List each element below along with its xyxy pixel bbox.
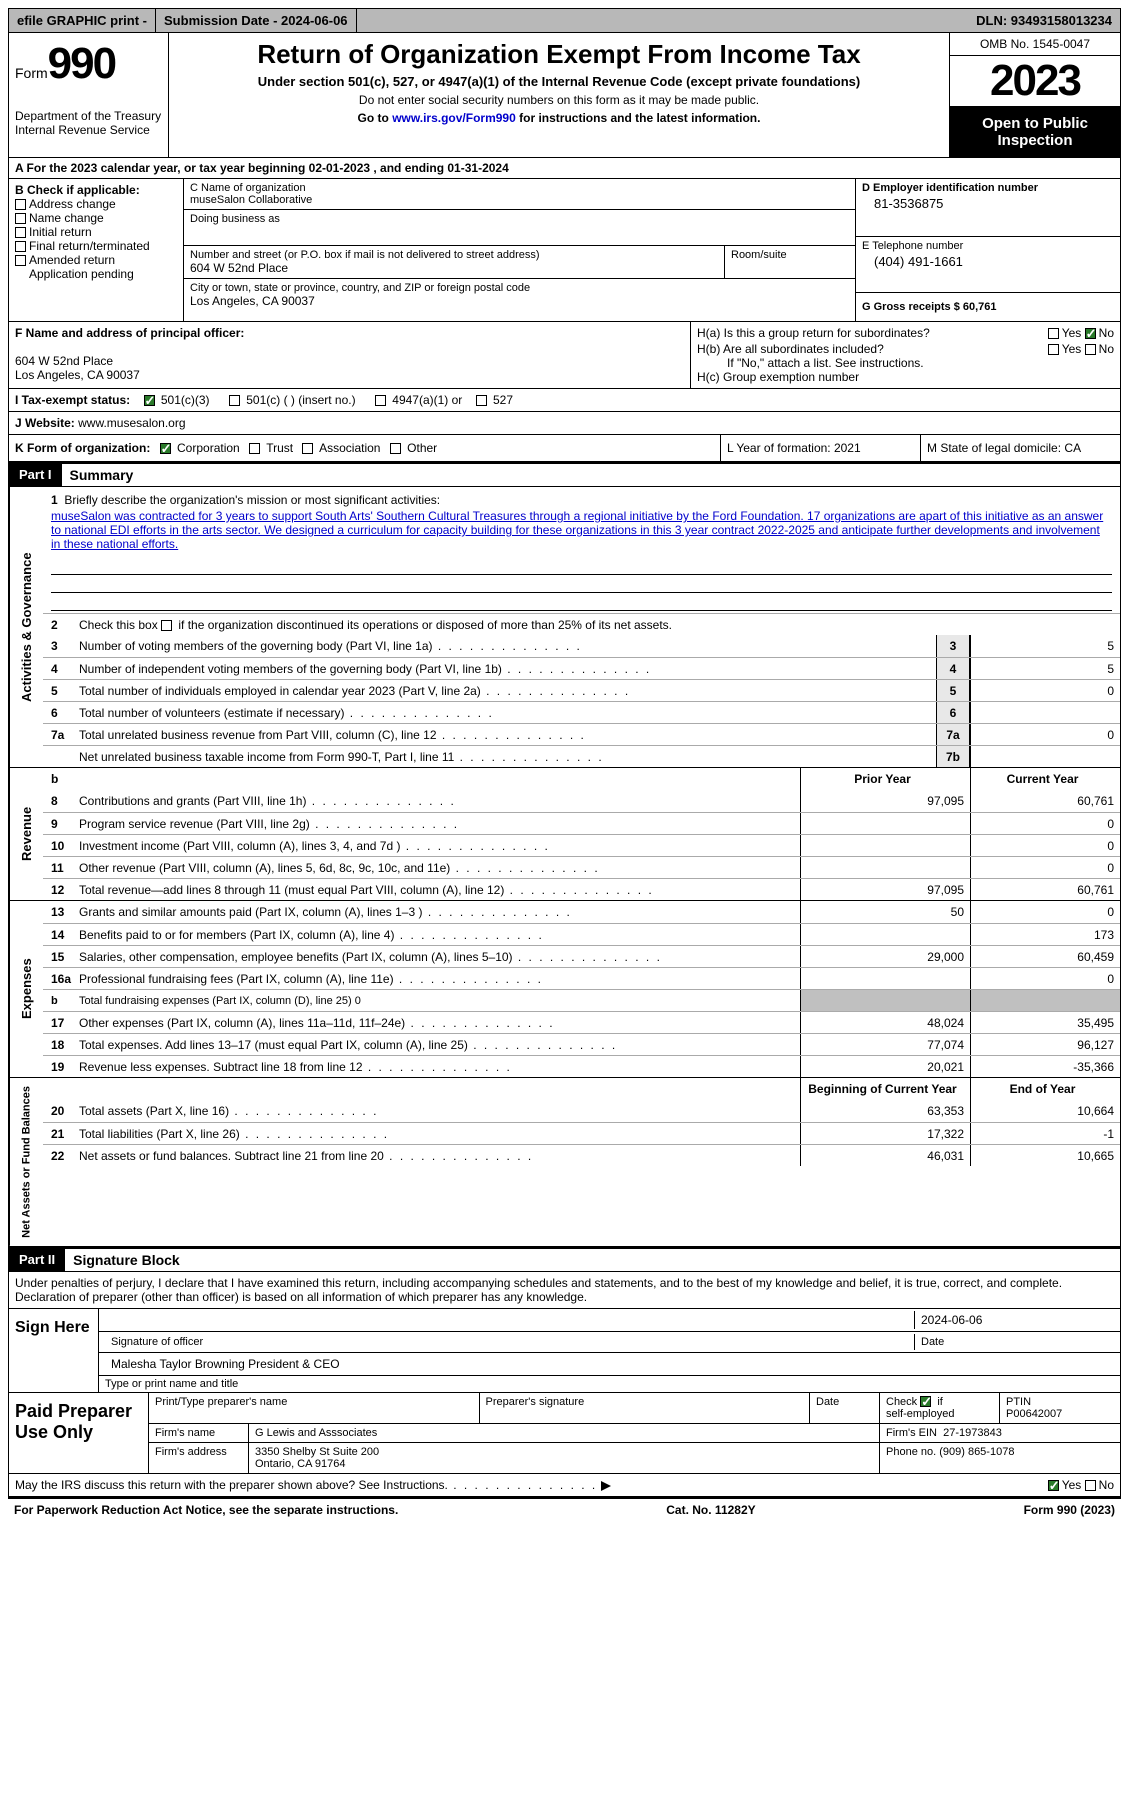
- footer: For Paperwork Reduction Act Notice, see …: [8, 1497, 1121, 1521]
- year-formation: L Year of formation: 2021: [720, 435, 920, 461]
- form-word: Form: [15, 65, 48, 81]
- sign-here-label: Sign Here: [9, 1309, 99, 1392]
- checkbox-final-return[interactable]: [15, 241, 26, 252]
- discuss-row: May the IRS discuss this return with the…: [8, 1474, 1121, 1497]
- firm-ein: 27-1973843: [943, 1427, 1002, 1439]
- klm-row: K Form of organization: Corporation Trus…: [8, 435, 1121, 462]
- firm-name: G Lewis and Asssociates: [249, 1424, 880, 1442]
- mission-text: museSalon was contracted for 3 years to …: [51, 509, 1112, 551]
- arrow-icon: [601, 1481, 611, 1491]
- vlabel-netassets: Net Assets or Fund Balances: [9, 1078, 43, 1246]
- cat-no: Cat. No. 11282Y: [666, 1503, 755, 1517]
- col-b-checkboxes: B Check if applicable: Address change Na…: [9, 179, 184, 321]
- form-footer: Form 990 (2023): [1024, 1503, 1115, 1517]
- gross-receipts: G Gross receipts $ 60,761: [862, 301, 1114, 313]
- omb-number: OMB No. 1545-0047: [950, 33, 1120, 56]
- checkbox-self-employed[interactable]: [920, 1396, 931, 1407]
- form-title: Return of Organization Exempt From Incom…: [179, 39, 939, 70]
- org-name: museSalon Collaborative: [190, 194, 849, 206]
- expenses-section: Expenses 13Grants and similar amounts pa…: [8, 901, 1121, 1078]
- checkbox-corp[interactable]: [160, 443, 171, 454]
- governance-section: Activities & Governance 1 Briefly descri…: [8, 487, 1121, 768]
- checkbox-discontinued[interactable]: [161, 620, 172, 631]
- perjury-statement: Under penalties of perjury, I declare th…: [9, 1272, 1120, 1309]
- sig-date: 2024-06-06: [914, 1311, 1114, 1329]
- ptin-value: P00642007: [1006, 1408, 1062, 1420]
- checkbox-amended[interactable]: [15, 255, 26, 266]
- checkbox-501c3[interactable]: [144, 395, 155, 406]
- firm-addr2: Ontario, CA 91764: [255, 1458, 346, 1470]
- checkbox-assoc[interactable]: [302, 443, 313, 454]
- fh-block: F Name and address of principal officer:…: [8, 322, 1121, 389]
- paid-preparer-label: Paid Preparer Use Only: [9, 1393, 149, 1473]
- dln: DLN: 93493158013234: [968, 9, 1120, 32]
- row-a-tax-year: A For the 2023 calendar year, or tax yea…: [8, 158, 1121, 179]
- phone-value: (404) 491-1661: [862, 252, 1114, 269]
- form-number: 990: [48, 39, 115, 88]
- checkbox-hb-no[interactable]: [1085, 344, 1096, 355]
- checkbox-other[interactable]: [390, 443, 401, 454]
- vlabel-expenses: Expenses: [9, 901, 43, 1077]
- firm-phone: Phone no. (909) 865-1078: [880, 1443, 1120, 1473]
- checkbox-hb-yes[interactable]: [1048, 344, 1059, 355]
- checkbox-trust[interactable]: [249, 443, 260, 454]
- officer-name: Malesha Taylor Browning President & CEO: [105, 1355, 346, 1373]
- part1-title: Summary: [62, 464, 142, 486]
- firm-addr1: 3350 Shelby St Suite 200: [255, 1446, 379, 1458]
- col-c-org-info: C Name of organization museSalon Collabo…: [184, 179, 855, 321]
- part1-header: Part I: [9, 464, 62, 486]
- ein-value: 81-3536875: [862, 194, 1114, 211]
- vlabel-governance: Activities & Governance: [9, 487, 43, 767]
- ssn-warning: Do not enter social security numbers on …: [179, 93, 939, 107]
- city-state-zip: Los Angeles, CA 90037: [190, 294, 849, 308]
- signature-block: Under penalties of perjury, I declare th…: [8, 1272, 1121, 1474]
- part2-header: Part II: [9, 1249, 65, 1271]
- checkbox-discuss-yes[interactable]: [1048, 1480, 1059, 1491]
- website-value: www.musesalon.org: [78, 416, 185, 430]
- checkbox-discuss-no[interactable]: [1085, 1480, 1096, 1491]
- state-domicile: M State of legal domicile: CA: [920, 435, 1120, 461]
- submission-date: Submission Date - 2024-06-06: [156, 9, 357, 32]
- street-address: 604 W 52nd Place: [190, 261, 718, 275]
- irs-link[interactable]: www.irs.gov/Form990: [392, 111, 516, 125]
- checkbox-name-change[interactable]: [15, 213, 26, 224]
- revenue-section: Revenue bPrior YearCurrent Year 8Contrib…: [8, 768, 1121, 901]
- inspection-label: Open to Public Inspection: [950, 107, 1120, 157]
- checkbox-ha-yes[interactable]: [1048, 328, 1059, 339]
- block-bcd: B Check if applicable: Address change Na…: [8, 179, 1121, 322]
- dept-label: Department of the Treasury Internal Reve…: [15, 109, 162, 137]
- col-d-ein: D Employer identification number 81-3536…: [855, 179, 1120, 321]
- checkbox-address-change[interactable]: [15, 199, 26, 210]
- netassets-section: Net Assets or Fund Balances Beginning of…: [8, 1078, 1121, 1247]
- tax-year: 2023: [950, 56, 1120, 107]
- top-bar: efile GRAPHIC print - Submission Date - …: [8, 8, 1121, 33]
- checkbox-initial-return[interactable]: [15, 227, 26, 238]
- checkbox-4947[interactable]: [375, 395, 386, 406]
- checkbox-527[interactable]: [476, 395, 487, 406]
- checkbox-501c[interactable]: [229, 395, 240, 406]
- form-header: Form990 Department of the Treasury Inter…: [8, 33, 1121, 158]
- checkbox-ha-no[interactable]: [1085, 328, 1096, 339]
- form-subtitle: Under section 501(c), 527, or 4947(a)(1)…: [179, 74, 939, 89]
- vlabel-revenue: Revenue: [9, 768, 43, 900]
- efile-label: efile GRAPHIC print -: [9, 9, 156, 32]
- part2-title: Signature Block: [65, 1249, 188, 1271]
